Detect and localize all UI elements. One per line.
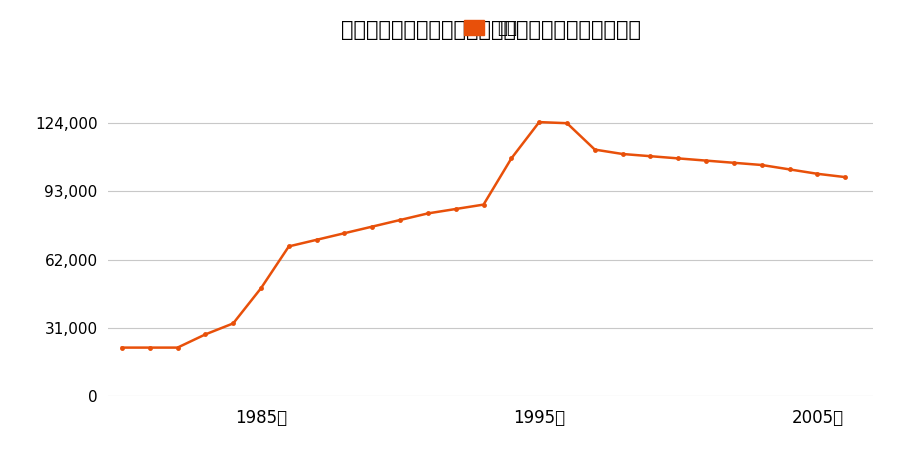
Title: 静岡県田方郡大仁町田京字沖田７１０番５の地価推移: 静岡県田方郡大仁町田京字沖田７１０番５の地価推移 [340, 21, 641, 40]
Legend: 価格: 価格 [457, 12, 524, 44]
